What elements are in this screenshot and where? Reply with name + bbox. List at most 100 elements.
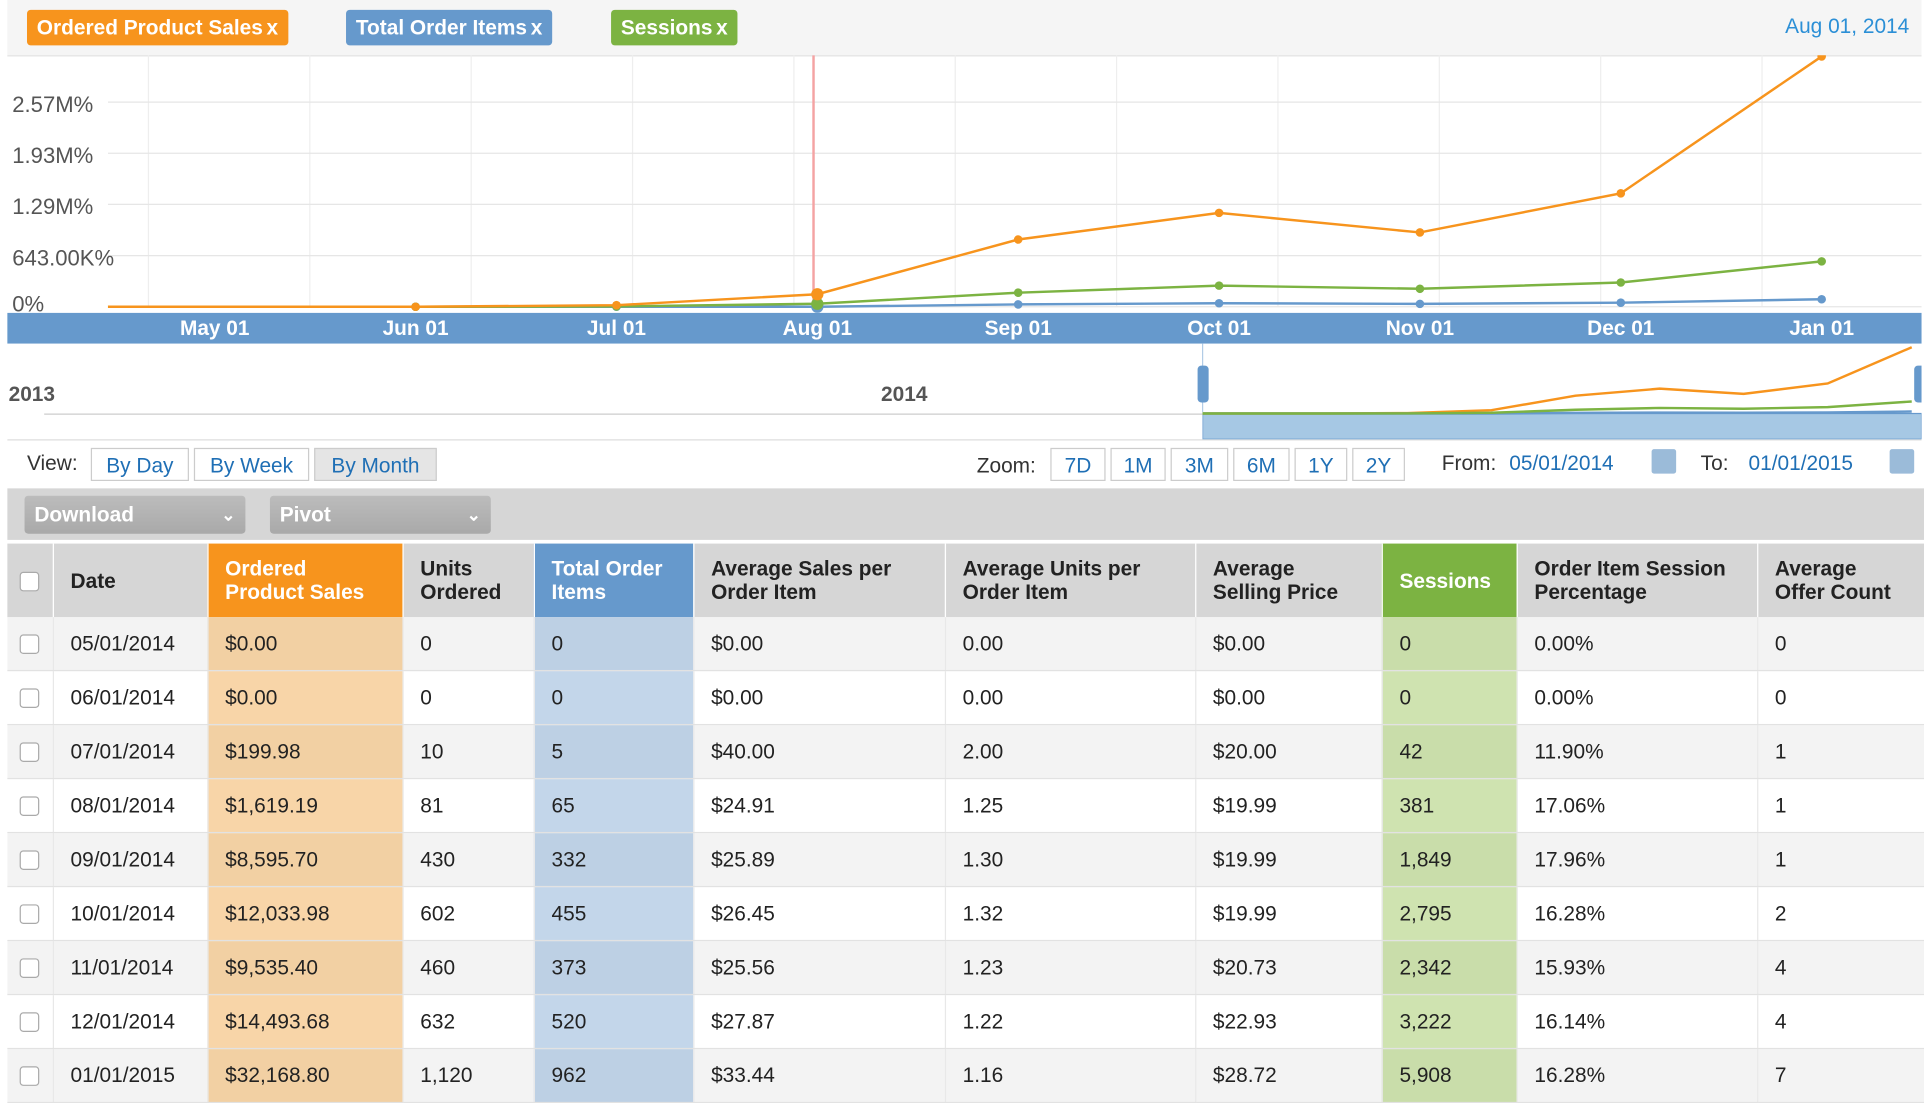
navigator-scrollbar [1202,412,1922,440]
data-point[interactable] [1415,284,1425,294]
zoom-6m-button[interactable]: 6M [1233,447,1290,481]
data-point[interactable] [811,297,824,310]
cell-date: 10/01/2014 [52,886,208,942]
zoom-1m-button[interactable]: 1M [1110,447,1166,481]
data-point[interactable] [1817,294,1826,304]
data-point[interactable] [1013,300,1023,309]
to-label: To: [1700,451,1729,475]
cell-date: 08/01/2014 [52,778,208,834]
column-header-avg-selling-price[interactable]: Average Selling Price [1195,543,1383,618]
pivot-dropdown[interactable]: Pivot ⌄ [269,495,491,534]
y-tick-label: 643.00K% [12,245,114,270]
from-date-input[interactable]: 05/01/2014 [1509,451,1614,475]
chip-label: Ordered Product Sales [36,15,263,40]
line-chart[interactable]: 0% 643.00K% 1.29M% 1.93M% 2.57M% [7,55,1922,313]
cell-avg-offer-count: 0 [1757,617,1924,672]
data-point[interactable] [1616,189,1626,198]
data-point[interactable] [1214,298,1224,308]
cell-avg-sales-per-item: $0.00 [693,617,946,672]
data-point[interactable] [612,300,621,310]
range-navigator[interactable]: 2013 2014 [7,343,1922,441]
row-checkbox[interactable] [7,832,54,888]
x-axis-band: May 01 Jun 01 Jul 01 Aug 01 Sep 01 Oct 01 Nov … [7,312,1922,344]
cell-units-ordered: 430 [402,832,535,888]
close-icon[interactable]: x [266,15,279,40]
cell-avg-sales-per-item: $24.91 [693,778,946,834]
zoom-7d-button[interactable]: 7D [1050,447,1106,481]
cell-order-item-session-pct: 0.00% [1516,670,1758,726]
chevron-down-icon: ⌄ [466,504,481,524]
cell-avg-units-per-item: 0.00 [944,617,1196,672]
navigator-series-line [1202,400,1912,415]
zoom-1y-button[interactable]: 1Y [1294,447,1348,481]
row-checkbox[interactable] [7,1048,54,1103]
column-header-ordered-product-sales[interactable]: Ordered Product Sales [207,543,404,618]
data-point[interactable] [411,302,420,312]
data-point[interactable] [1616,298,1626,307]
select-all-checkbox[interactable] [7,543,54,618]
column-header-date[interactable]: Date [52,543,208,618]
close-icon[interactable]: x [716,15,728,40]
cell-date: 11/01/2014 [52,940,208,996]
data-point[interactable] [1214,208,1224,218]
row-checkbox[interactable] [7,617,54,672]
data-point[interactable] [1817,257,1826,266]
cell-sessions: 2,795 [1381,886,1518,942]
cell-avg-offer-count: 1 [1757,724,1924,780]
y-tick-label: 1.29M% [12,194,93,219]
data-point[interactable] [1415,228,1425,237]
table-row: 07/01/2014 $199.98 10 5 $40.00 2.00 $20.00 42 11… [7,724,1924,780]
data-point[interactable] [1013,288,1023,297]
to-date-input[interactable]: 01/01/2015 [1748,451,1853,475]
data-point[interactable] [1616,278,1626,287]
cell-sessions: 3,222 [1381,994,1518,1050]
column-header-avg-offer-count[interactable]: Average Offer Count [1757,543,1924,618]
view-by-month-button[interactable]: By Month [314,447,437,481]
filter-chip-sessions[interactable]: Sessions x [611,9,738,46]
cell-ordered-product-sales: $8,595.70 [207,832,404,888]
chip-label: Total Order Items [355,15,528,40]
column-header-avg-units-per-item[interactable]: Average Units per Order Item [944,543,1196,618]
column-header-total-order-items[interactable]: Total Order Items [533,543,694,618]
cell-sessions: 42 [1381,724,1518,780]
column-header-units-ordered[interactable]: Units Ordered [402,543,535,618]
view-by-day-button[interactable]: By Day [90,447,189,481]
navigator-left-handle[interactable] [1197,365,1209,403]
cell-total-order-items: 373 [533,940,694,996]
cell-avg-sales-per-item: $27.87 [693,994,946,1050]
row-checkbox[interactable] [7,670,54,726]
data-point[interactable] [811,288,824,301]
data-point[interactable] [1415,299,1425,309]
view-by-week-button[interactable]: By Week [193,447,310,481]
data-point[interactable] [1013,235,1023,244]
column-header-avg-sales-per-item[interactable]: Average Sales per Order Item [693,543,946,618]
data-point[interactable] [1214,281,1224,290]
zoom-3m-button[interactable]: 3M [1170,447,1229,481]
navigator-year: 2013 [8,382,56,407]
zoom-2y-button[interactable]: 2Y [1352,447,1405,481]
x-tick-label: Aug 01 [783,317,853,340]
cell-sessions: 1,849 [1381,832,1518,888]
row-checkbox[interactable] [7,994,54,1050]
filter-chip-total-order-items[interactable]: Total Order Items x [346,9,553,46]
column-header-sessions[interactable]: Sessions [1381,543,1518,618]
cell-ordered-product-sales: $199.98 [207,724,404,780]
row-checkbox[interactable] [7,778,54,834]
calendar-icon[interactable] [1889,449,1915,474]
from-label: From: [1441,451,1497,475]
navigator-right-handle[interactable] [1914,365,1922,403]
data-point[interactable] [1817,55,1826,61]
row-checkbox[interactable] [7,724,54,780]
download-dropdown[interactable]: Download ⌄ [24,495,246,534]
row-checkbox[interactable] [7,886,54,942]
column-header-order-item-session-pct[interactable]: Order Item Session Percentage [1516,543,1758,618]
close-icon[interactable]: x [530,15,543,40]
row-checkbox[interactable] [7,940,54,996]
cell-avg-selling-price: $19.99 [1195,778,1383,834]
x-tick-label: Jan 01 [1789,317,1854,340]
filter-chip-ordered-product-sales[interactable]: Ordered Product Sales x [26,9,288,46]
calendar-icon[interactable] [1651,449,1677,474]
cell-sessions: 0 [1381,617,1518,672]
navigator-selection[interactable] [1202,343,1922,440]
cell-total-order-items: 520 [533,994,694,1050]
